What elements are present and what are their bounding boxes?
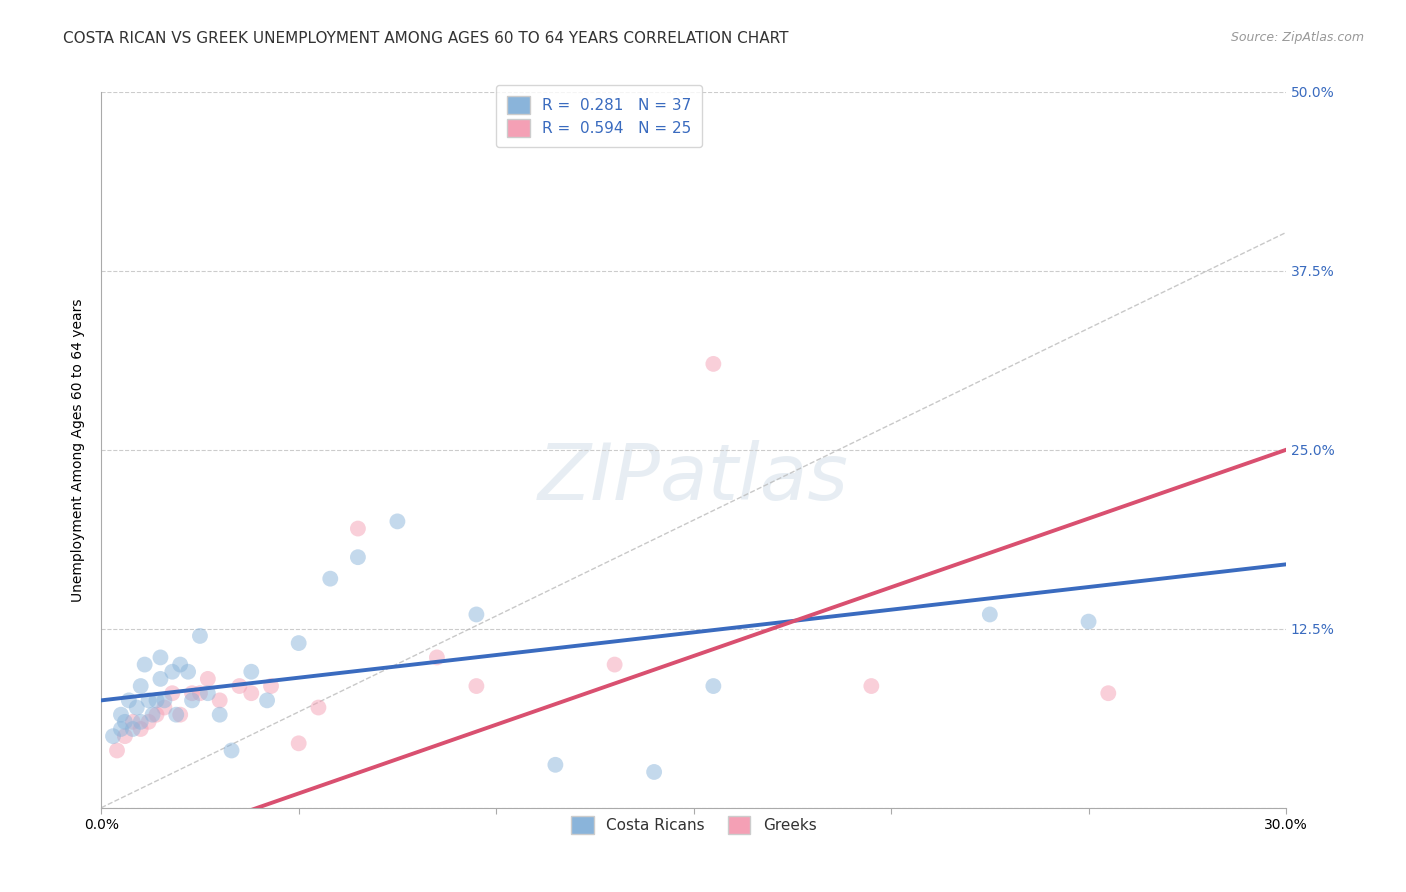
Point xyxy=(603,657,626,672)
Point xyxy=(121,714,143,729)
Point xyxy=(165,707,187,722)
Point xyxy=(643,764,665,779)
Legend: Costa Ricans, Greeks: Costa Ricans, Greeks xyxy=(561,807,825,843)
Point xyxy=(145,707,167,722)
Point xyxy=(110,707,132,722)
Point xyxy=(142,707,165,722)
Point xyxy=(702,679,724,693)
Point xyxy=(221,743,243,757)
Point xyxy=(347,550,370,565)
Point xyxy=(426,650,449,665)
Point xyxy=(287,736,309,750)
Point xyxy=(125,700,148,714)
Y-axis label: Unemployment Among Ages 60 to 64 years: Unemployment Among Ages 60 to 64 years xyxy=(72,298,86,601)
Point xyxy=(114,714,136,729)
Point xyxy=(256,693,278,707)
Point xyxy=(169,707,191,722)
Point xyxy=(129,714,152,729)
Point xyxy=(702,357,724,371)
Point xyxy=(188,686,211,700)
Point xyxy=(162,665,184,679)
Point xyxy=(114,729,136,743)
Point xyxy=(110,722,132,736)
Point xyxy=(129,722,152,736)
Point xyxy=(979,607,1001,622)
Point xyxy=(228,679,250,693)
Point xyxy=(347,522,370,536)
Point xyxy=(138,714,160,729)
Point xyxy=(177,665,200,679)
Point xyxy=(105,743,128,757)
Point xyxy=(181,693,204,707)
Point xyxy=(319,572,342,586)
Point xyxy=(138,693,160,707)
Point xyxy=(1097,686,1119,700)
Point xyxy=(307,700,329,714)
Point xyxy=(149,672,172,686)
Point xyxy=(240,686,263,700)
Point xyxy=(162,686,184,700)
Point xyxy=(260,679,283,693)
Point xyxy=(153,693,176,707)
Point xyxy=(387,515,409,529)
Point xyxy=(169,657,191,672)
Point xyxy=(197,686,219,700)
Point xyxy=(240,665,263,679)
Point xyxy=(153,700,176,714)
Text: COSTA RICAN VS GREEK UNEMPLOYMENT AMONG AGES 60 TO 64 YEARS CORRELATION CHART: COSTA RICAN VS GREEK UNEMPLOYMENT AMONG … xyxy=(63,31,789,46)
Point xyxy=(188,629,211,643)
Point xyxy=(145,693,167,707)
Text: ZIPatlas: ZIPatlas xyxy=(538,441,849,516)
Point xyxy=(101,729,124,743)
Text: Source: ZipAtlas.com: Source: ZipAtlas.com xyxy=(1230,31,1364,45)
Point xyxy=(287,636,309,650)
Point xyxy=(149,650,172,665)
Point xyxy=(121,722,143,736)
Point xyxy=(129,679,152,693)
Point xyxy=(208,693,231,707)
Point xyxy=(465,607,488,622)
Point xyxy=(544,757,567,772)
Point xyxy=(860,679,883,693)
Point xyxy=(134,657,156,672)
Point xyxy=(181,686,204,700)
Point xyxy=(118,693,141,707)
Point xyxy=(197,672,219,686)
Point xyxy=(1077,615,1099,629)
Point xyxy=(208,707,231,722)
Point xyxy=(465,679,488,693)
